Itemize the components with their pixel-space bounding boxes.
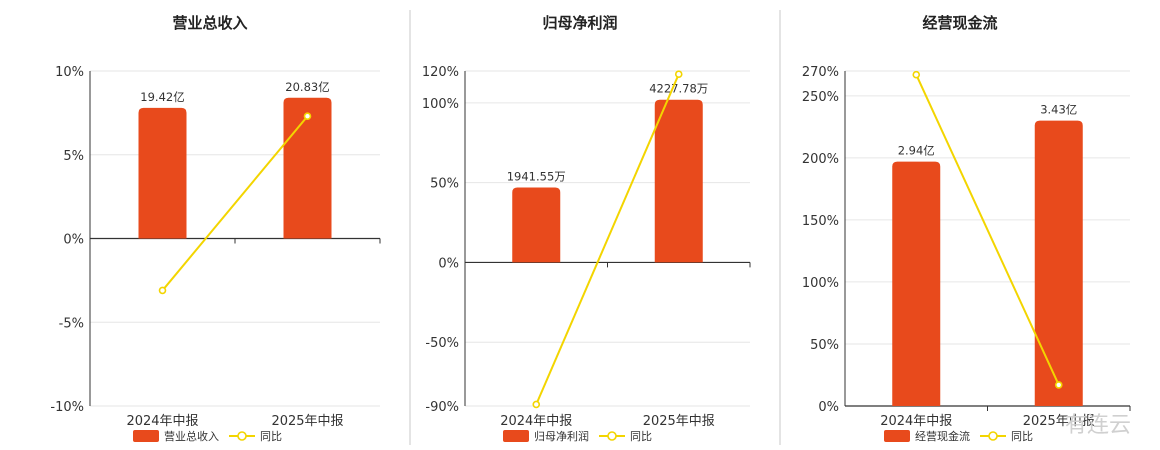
bar <box>654 99 703 263</box>
bar-value-label: 1941.55万 <box>507 169 566 183</box>
legend-bar-label: 营业总收入 <box>164 429 219 443</box>
y-tick-label: 0% <box>438 256 459 271</box>
chart-title: 营业总收入 <box>172 14 247 32</box>
y-tick-label: 10% <box>55 65 84 80</box>
yoy-point <box>158 286 167 295</box>
y-tick-label: -50% <box>425 336 459 351</box>
legend-bar-label: 经营现金流 <box>915 429 970 443</box>
legend-bar-swatch <box>884 430 910 442</box>
bar <box>283 97 332 239</box>
y-tick-label: -90% <box>425 400 459 415</box>
bar <box>138 107 187 239</box>
y-tick-label: 250% <box>802 90 839 105</box>
legend-line-label: 同比 <box>260 430 282 443</box>
yoy-point <box>912 70 921 79</box>
bar-value-label: 4227.78万 <box>649 82 708 96</box>
chart-panel: 归母净利润 120% 100% 50% 0% -50% -90% 2024年中报 2025年中报… <box>422 14 751 443</box>
legend: 归母净利润 同比 <box>503 429 652 443</box>
y-tick-label: 200% <box>802 152 839 167</box>
y-tick-label: 150% <box>802 214 839 229</box>
y-tick-label: 120% <box>422 65 459 80</box>
y-tick-label: 5% <box>63 149 84 164</box>
chart-panels: 营业总收入 10% 5% 0% -5% -10% 2024年中报 2025年中报 19.42亿 2… <box>50 14 1131 443</box>
legend-line-label: 同比 <box>630 430 652 443</box>
bar <box>1034 120 1083 406</box>
y-tick-label: 100% <box>422 97 459 112</box>
bar <box>512 187 561 263</box>
y-tick-label: 100% <box>802 276 839 291</box>
yoy-point <box>1054 381 1063 389</box>
yoy-point <box>532 400 541 409</box>
legend-bar-swatch <box>503 430 529 442</box>
watermark: 有连云 <box>1065 413 1131 438</box>
yoy-point <box>674 70 683 78</box>
yoy-line <box>535 73 680 405</box>
legend: 营业总收入 同比 <box>133 429 282 443</box>
x-category-label: 2025年中报 <box>271 414 343 429</box>
x-category-label: 2025年中报 <box>1023 414 1095 429</box>
yoy-line <box>161 115 309 292</box>
y-tick-label: 50% <box>810 338 839 353</box>
yoy-line <box>915 74 1060 386</box>
x-category-label: 2024年中报 <box>880 414 952 429</box>
bar-value-label: 3.43亿 <box>1040 103 1077 117</box>
y-tick-label: 0% <box>63 233 84 248</box>
legend-line-label: 同比 <box>1011 430 1033 443</box>
y-tick-label: -10% <box>50 400 84 415</box>
y-tick-label: 50% <box>430 177 459 192</box>
bar-value-label: 20.83亿 <box>285 80 329 94</box>
chart-title: 归母净利润 <box>542 14 617 32</box>
bar-value-label: 2.94亿 <box>898 144 935 158</box>
chart-title: 经营现金流 <box>922 14 997 32</box>
x-category-label: 2025年中报 <box>643 414 715 429</box>
y-tick-label: -5% <box>59 316 84 331</box>
x-category-label: 2024年中报 <box>126 414 198 429</box>
yoy-point <box>303 112 312 121</box>
legend-bar-swatch <box>133 430 159 442</box>
legend: 经营现金流 同比 <box>884 429 1033 443</box>
y-tick-label: 270% <box>802 65 839 80</box>
x-category-label: 2024年中报 <box>500 414 572 429</box>
legend-bar-label: 归母净利润 <box>534 429 589 443</box>
legend-line-marker <box>988 431 998 441</box>
legend-line-marker <box>607 431 617 441</box>
chart-panel: 经营现金流 270% 250% 200% 150% 100% 50% 0% 2024年中报 202… <box>802 14 1131 443</box>
y-tick-label: 0% <box>818 400 839 415</box>
bar <box>892 161 941 406</box>
legend-line-marker <box>237 431 247 441</box>
bar-value-label: 19.42亿 <box>140 90 184 104</box>
chart-panel: 营业总收入 10% 5% 0% -5% -10% 2024年中报 2025年中报 19.42亿 2… <box>50 14 381 443</box>
